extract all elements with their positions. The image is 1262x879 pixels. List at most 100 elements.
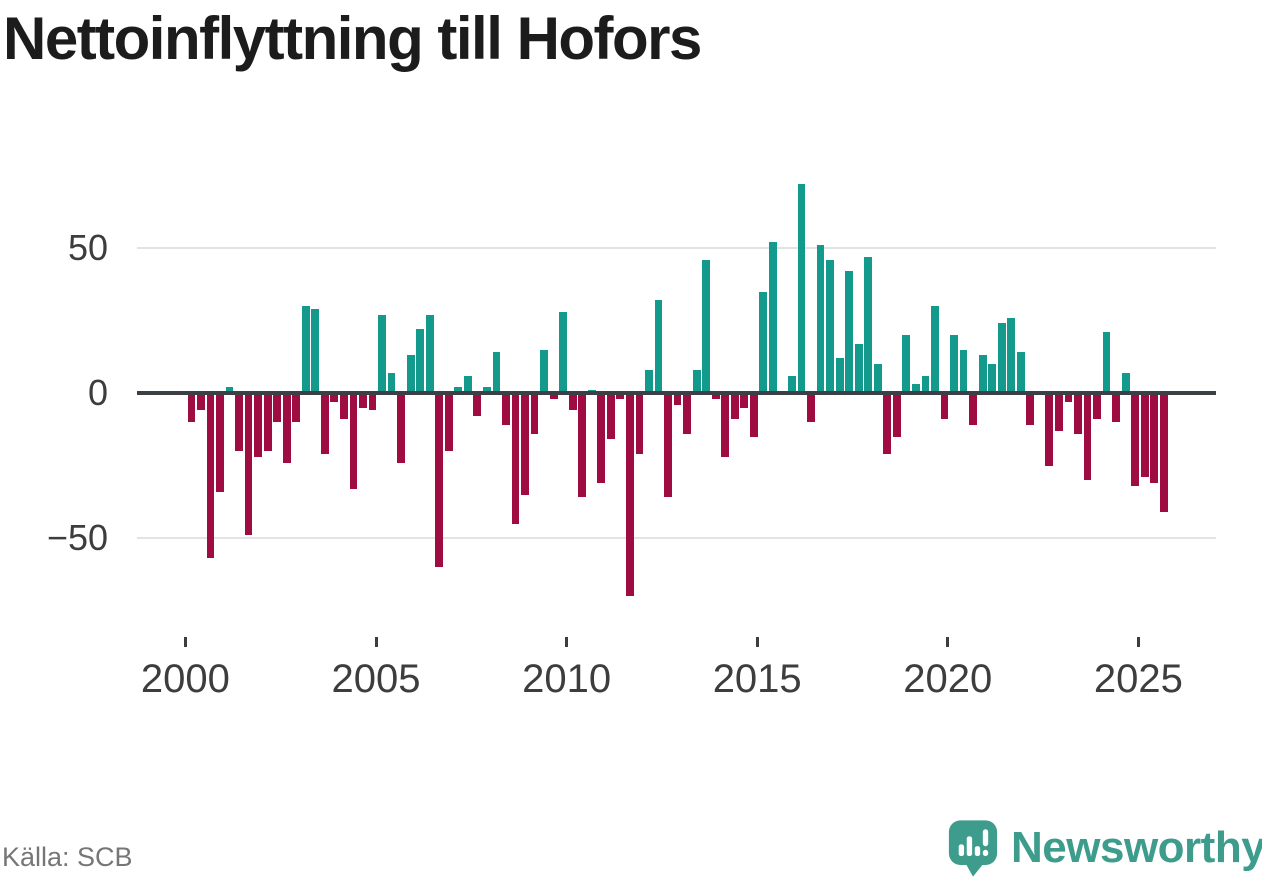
bar-2004-q1 (340, 393, 348, 420)
bar-2004-q3 (359, 393, 367, 408)
bar-2020-q1 (950, 335, 958, 393)
x-tick-mark-2005 (374, 637, 378, 647)
x-axis-label-2015: 2015 (712, 657, 802, 701)
bar-2010-q1 (568, 393, 577, 411)
bar-2023-q4 (1093, 393, 1101, 420)
bar-2010-q4 (597, 393, 606, 483)
bar-2016-q3 (816, 245, 825, 393)
bar-2003-q2 (311, 308, 320, 393)
bar-2001-q2 (235, 393, 243, 451)
bar-2000-q2 (197, 393, 205, 411)
x-tick-mark-2020 (946, 637, 950, 647)
bar-2003-q4 (330, 393, 339, 402)
bar-2015-q2 (769, 242, 777, 393)
bar-2023-q1 (1064, 393, 1073, 402)
bar-2002-q2 (273, 393, 282, 422)
bar-2006-q3 (435, 393, 444, 567)
bar-2010-q2 (578, 393, 587, 498)
y-axis-label-50: 50 (67, 227, 108, 268)
bar-2021-q3 (1007, 317, 1016, 393)
y-axis-label-0: 0 (87, 372, 108, 413)
bar-2022-q4 (1055, 393, 1063, 431)
newsworthy-icon (948, 820, 998, 877)
bar-2000-q4 (216, 393, 224, 492)
bar-2006-q2 (425, 314, 434, 393)
bar-2009-q2 (540, 349, 549, 393)
bar-2013-q1 (683, 393, 691, 434)
bar-2008-q2 (502, 393, 510, 425)
bar-2002-q3 (282, 393, 291, 463)
bar-2021-q1 (988, 364, 997, 393)
bar-2017-q2 (845, 271, 854, 393)
bar-2009-q1 (530, 393, 539, 434)
bar-2018-q3 (892, 393, 901, 437)
bar-2018-q1 (873, 364, 882, 393)
x-tick-mark-2015 (755, 637, 759, 647)
bar-2014-q2 (730, 393, 739, 420)
bar-2017-q4 (864, 256, 873, 393)
x-axis-label-2000: 2000 (140, 657, 230, 701)
bar-2019-q3 (931, 306, 939, 393)
bar-2005-q2 (387, 372, 396, 393)
bar-2024-q4 (1131, 393, 1140, 486)
zero-axis-line (137, 391, 1216, 395)
x-tick-mark-2000 (183, 637, 187, 647)
bar-2001-q4 (254, 393, 263, 457)
bar-2000-q1 (187, 393, 196, 422)
bar-2007-q3 (473, 393, 482, 417)
bar-2019-q1 (912, 384, 920, 393)
bar-2015-q4 (788, 375, 796, 393)
bar-2025-q1 (1140, 393, 1149, 478)
bar-2011-q4 (635, 393, 644, 454)
bar-2007-q2 (463, 375, 472, 393)
bar-2012-q1 (645, 369, 653, 393)
bar-2008-q3 (511, 393, 520, 524)
x-axis-label-2025: 2025 (1093, 657, 1183, 701)
bar-2002-q4 (292, 393, 301, 422)
bar-2016-q2 (807, 393, 815, 422)
y-axis-label--50: −50 (46, 517, 108, 558)
bar-2003-q3 (320, 393, 329, 454)
bar-2017-q1 (835, 358, 844, 393)
bar-2020-q2 (959, 349, 968, 393)
bar-2014-q4 (749, 393, 758, 437)
bar-2006-q4 (444, 393, 453, 451)
bar-2004-q4 (368, 393, 377, 411)
bar-2024-q1 (1102, 332, 1111, 393)
bar-2015-q1 (759, 291, 768, 393)
bar-2001-q1 (225, 387, 234, 393)
bar-2008-q4 (521, 393, 529, 495)
bar-2018-q2 (883, 393, 892, 454)
bar-2022-q3 (1045, 393, 1054, 466)
bar-2020-q4 (978, 355, 987, 393)
bar-2021-q2 (997, 323, 1006, 393)
bar-2024-q2 (1112, 393, 1120, 422)
bar-2014-q3 (740, 393, 749, 408)
bar-2005-q3 (397, 393, 406, 463)
bar-2012-q4 (673, 393, 682, 405)
x-axis-label-2020: 2020 (903, 657, 993, 701)
x-axis-label-2005: 2005 (331, 657, 421, 701)
bar-2017-q3 (854, 343, 863, 393)
bar-2019-q4 (940, 393, 949, 420)
bar-2008-q1 (492, 352, 501, 393)
bar-2006-q1 (416, 329, 425, 393)
chart-title: Nettoinflyttning till Hofors (3, 5, 702, 72)
bar-2011-q1 (606, 393, 615, 440)
bar-2007-q4 (483, 387, 491, 393)
bar-2011-q3 (626, 393, 634, 596)
gridline-50 (137, 247, 1216, 249)
bar-2013-q2 (692, 369, 701, 393)
source-caption: Källa: SCB (2, 842, 133, 872)
bar-2005-q1 (378, 314, 386, 393)
bar-2009-q3 (549, 393, 558, 399)
bar-2016-q1 (797, 184, 806, 393)
bar-2003-q1 (301, 306, 310, 393)
bar-2000-q3 (206, 393, 215, 559)
bar-2012-q3 (664, 393, 672, 498)
bar-2002-q1 (263, 393, 272, 451)
bar-2001-q3 (244, 393, 253, 536)
newsworthy-wordmark: Newsworthy (1011, 823, 1262, 872)
